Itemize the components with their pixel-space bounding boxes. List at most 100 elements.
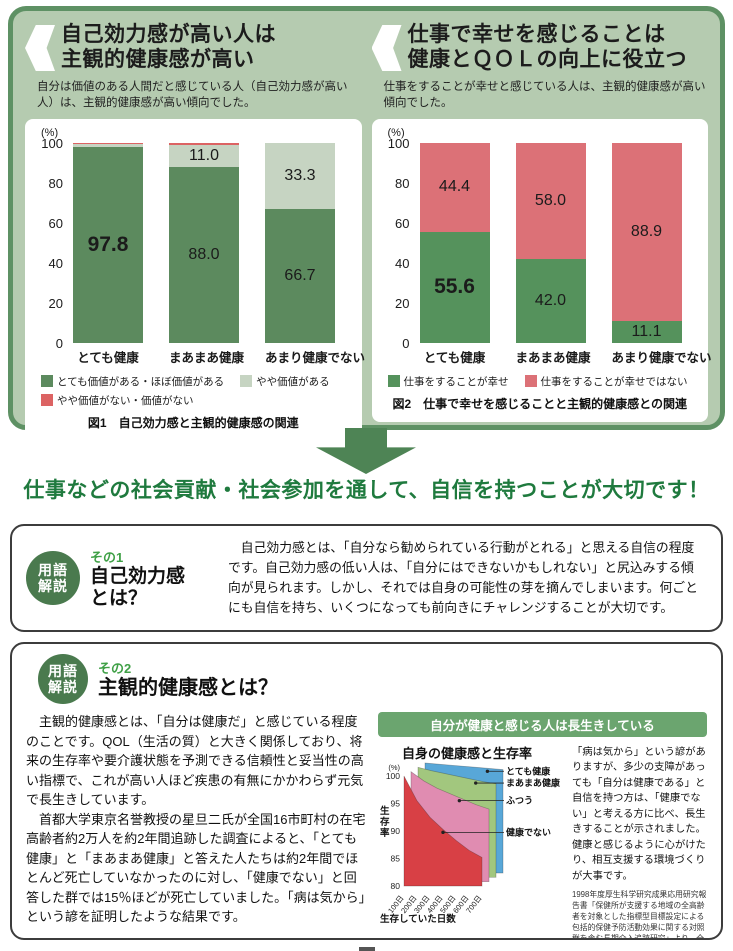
stacked-bar: 42.0 58.0	[515, 142, 586, 343]
badge-line2: 解説	[48, 679, 78, 695]
y-tick-label: 20	[48, 295, 63, 311]
header-chevron-icon	[25, 25, 55, 71]
legend-label: とても価値がある・ほぼ価値がある	[57, 375, 225, 388]
badge-line1: 用語	[48, 662, 78, 679]
legend-swatch	[387, 375, 400, 388]
bar-value-label: 66.7	[284, 267, 316, 285]
legend-swatch	[41, 375, 53, 388]
svg-text:90: 90	[391, 826, 401, 836]
figure2-y-axis: 0 20 40 60 80 100	[380, 136, 412, 351]
top-section: 自己効力感が高い人は 主観的健康感が高い 自分は価値のある人間だと感じている人（…	[8, 6, 725, 441]
y-tick-label: 80	[48, 175, 63, 191]
legend-label: 仕事をすることが幸せではない	[540, 375, 688, 388]
y-tick-label: 60	[48, 215, 63, 231]
bar-value-label: 11.0	[189, 146, 219, 164]
glossary2-titles: その2 主観的健康感とは？	[98, 658, 278, 700]
glossary2-kicker: その2	[98, 661, 132, 676]
survival-chart-column: 自身の健康感と生存率 100 95 90 85 80 (%) 生存率 100日 200日 300日…	[378, 741, 566, 938]
svg-text:85: 85	[391, 854, 401, 864]
y-tick-label: 100	[387, 135, 410, 151]
left-subtitle: 自分は価値のある人間だと感じている人（自己効力感が高い人）は、主観的健康感が高い…	[37, 80, 348, 109]
header-chevron-icon	[371, 25, 402, 71]
right-header: 仕事で幸せを感じることは 健康とＱＯＬの向上に役立つ	[371, 23, 709, 73]
figure1-caption: 図1 自己効力感と主観的健康感の関連	[87, 415, 299, 430]
stacked-bar: 97.8	[73, 142, 143, 343]
glossary1-kicker: その1	[90, 549, 124, 565]
bar-segment: 55.6	[419, 231, 490, 343]
bar-value-label: 42.0	[534, 291, 567, 309]
y-tick-label: 20	[395, 295, 410, 311]
right-column: 仕事で幸せを感じることは 健康とＱＯＬの向上に役立つ 仕事をすることが幸せと感じ…	[371, 21, 712, 422]
figure2-category-labels: とても健康 まあまあ健康 あまり健康でない	[420, 347, 712, 366]
category-label: まあまあ健康	[169, 350, 245, 365]
glossary2-paragraph1: 主観的健康感とは、「自分は健康だ」と感じている程度のことです。QOL（生活の質）…	[26, 714, 364, 807]
y-tick-label: 40	[48, 255, 63, 271]
svg-text:ふつう: ふつう	[506, 796, 533, 806]
bar-segment: 88.0	[169, 166, 239, 343]
glossary1-titles: その1 自己効力感 とは？	[90, 547, 218, 610]
stacked-bar: 55.6 44.4	[419, 142, 490, 343]
survival-side-column: 「病は気から」という諺がありますが、多少の支障があっても「自分は健康である」と自…	[572, 741, 707, 940]
category-label: あまり健康でない	[611, 350, 712, 365]
survival-side-text: 「病は気から」という諺がありますが、多少の支障があっても「自分は健康である」と自…	[572, 747, 706, 882]
glossary1-title-line1: 自己効力感	[90, 565, 186, 587]
y-tick-label: 0	[402, 335, 410, 351]
svg-text:健康でない: 健康でない	[506, 826, 551, 837]
glossary-box-2: 用語 解説 その2 主観的健康感とは？ 主観的健康感とは、「自分は健康だ」と感じ…	[10, 642, 723, 940]
left-column: 自己効力感が高い人は 主観的健康感が高い 自分は価値のある人間だと感じている人（…	[25, 21, 365, 441]
survival-source-note: 1998年度厚生科学研究成果応用研究報告書「保健所が支援する地域の全高齢者を対象…	[572, 889, 707, 940]
figure2-legend: 仕事をすることが幸せ 仕事をすることが幸せではない	[387, 374, 701, 389]
legend-item: やや価値がない・価値がない	[41, 393, 194, 408]
bar-value-label: 33.3	[284, 167, 316, 185]
legend-label: やや価値がない・価値がない	[57, 394, 194, 407]
figure2-panel: (%) 0 20 40 60 80 100 55.6 44.4 42.0 58.0 11.1 88.…	[371, 118, 712, 422]
y-tick-label: 60	[395, 215, 410, 231]
glossary1-title-line2: とは？	[90, 587, 148, 609]
right-subtitle: 仕事をすることが幸せと感じている人は、主観的健康感が高い傾向でした。	[383, 80, 706, 109]
glossary-badge: 用語 解説	[38, 654, 88, 704]
category-label: まあまあ健康	[515, 350, 591, 365]
stacked-bar: 88.0 11.0	[169, 142, 239, 343]
figure1-panel: (%) 0 20 40 60 80 100 97.8 88.0 11.0 66.7 33.3 とて…	[25, 118, 366, 441]
svg-text:80: 80	[391, 881, 401, 891]
bar-segment: 42.0	[515, 258, 586, 343]
bar-value-label: 11.1	[631, 322, 662, 340]
svg-text:率: 率	[380, 827, 390, 839]
bar-segment: 97.8	[73, 147, 143, 343]
y-tick-label: 80	[395, 175, 410, 191]
glossary2-header: 用語 解説 その2 主観的健康感とは？	[38, 654, 707, 704]
left-title: 自己効力感が高い人は 主観的健康感が高い	[61, 23, 276, 73]
survival-figure: 自分が健康と感じる人は長生きしている 自身の健康感と生存率 100 95 90 85 8…	[378, 712, 707, 940]
glossary-badge: 用語 解説	[26, 551, 80, 605]
svg-text:存: 存	[379, 816, 390, 828]
svg-text:生存していた日数: 生存していた日数	[380, 913, 456, 925]
survival-area-chart: 100 95 90 85 80 (%) 生存率 100日 200日 300日 400日 500日 600…	[378, 762, 566, 937]
stacked-bar: 11.1 88.9	[611, 142, 682, 343]
bar-value-label: 88.0	[188, 245, 220, 263]
category-label: あまり健康でない	[265, 350, 366, 365]
bar-segment: 11.1	[611, 320, 682, 343]
left-title-line2: 主観的健康感が高い	[61, 47, 255, 71]
bar-segment: 66.7	[265, 209, 335, 343]
glossary1-body: 自己効力感とは、「自分なら勧められている行動がとれる」と思える自信の程度です。自…	[228, 540, 698, 615]
page-number-partial	[358, 947, 375, 951]
legend-label: やや価値がある	[256, 375, 330, 388]
figure2-bars: 55.6 44.4 42.0 58.0 11.1 88.9	[419, 142, 701, 343]
bar-value-label: 58.0	[534, 191, 567, 209]
legend-swatch	[524, 375, 537, 388]
survival-chart-title: 自身の健康感と生存率	[402, 746, 533, 761]
bar-value-label: 44.4	[438, 178, 471, 196]
bar-segment: 88.9	[611, 142, 682, 321]
stacked-bar: 66.7 33.3	[265, 142, 335, 343]
legend-swatch	[240, 375, 253, 388]
right-title: 仕事で幸せを感じることは 健康とＱＯＬの向上に役立つ	[408, 23, 688, 73]
figure2-caption: 図2 仕事で幸せを感じることと主観的健康感との関連	[392, 396, 688, 411]
legend-item: やや価値がある	[240, 374, 330, 389]
figure1-bars: 97.8 88.0 11.0 66.7 33.3	[73, 142, 354, 343]
bar-segment	[73, 142, 143, 145]
figure1-plot: (%) 0 20 40 60 80 100 97.8 88.0 11.0 66.7 33.3	[33, 127, 354, 351]
y-tick-label: 0	[55, 335, 63, 351]
legend-label: 仕事をすることが幸せ	[403, 375, 509, 388]
figure1-y-unit: (%)	[41, 126, 59, 139]
svg-text:100: 100	[386, 771, 400, 781]
